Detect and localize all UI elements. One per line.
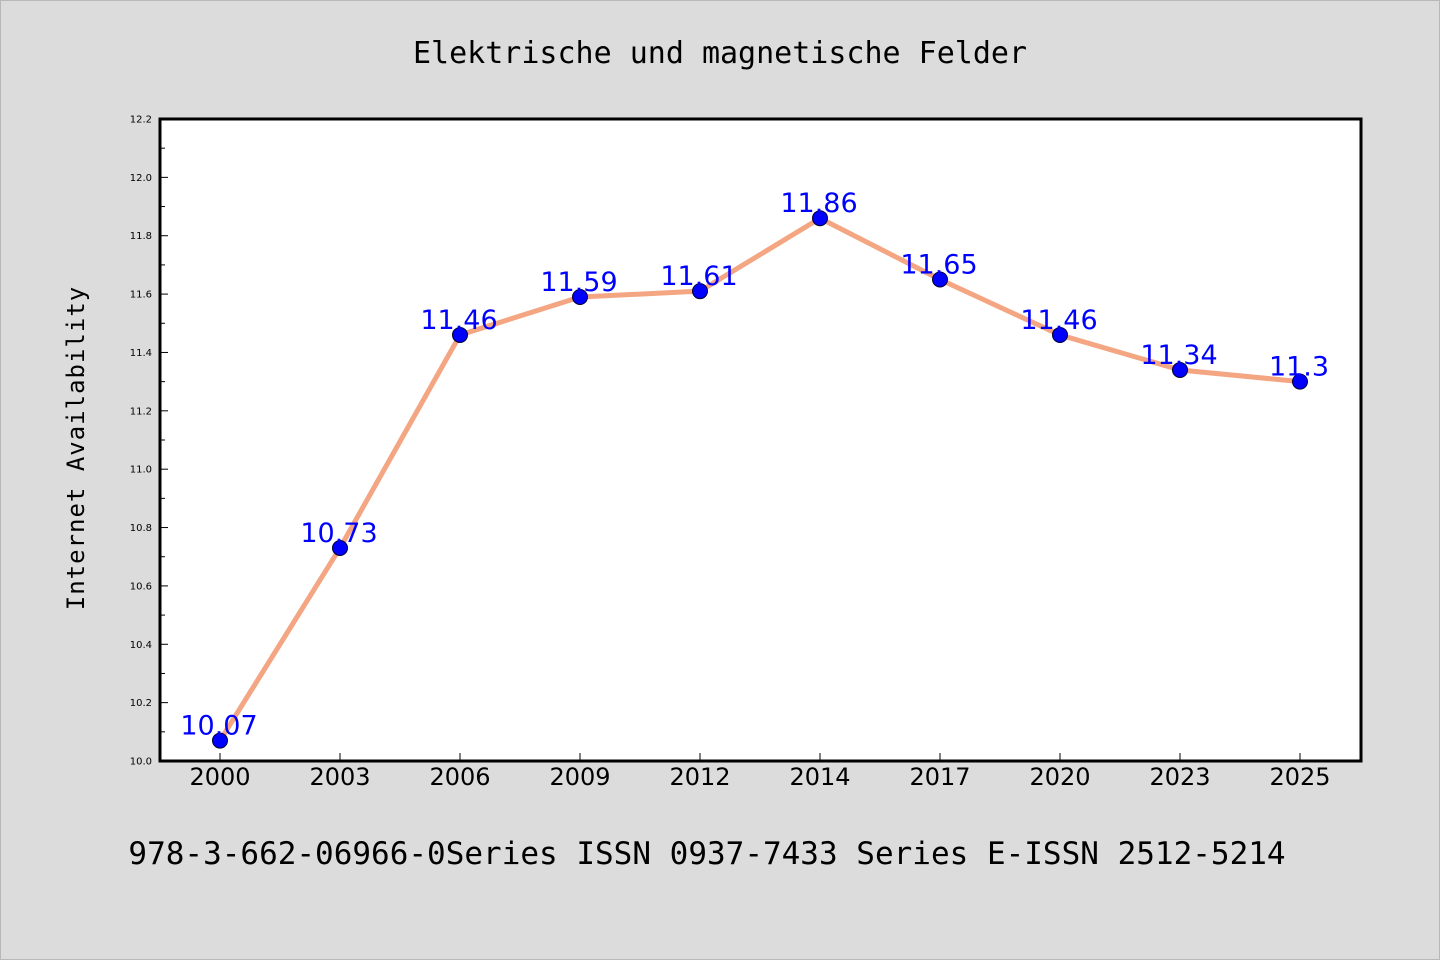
data-point-2003 [332,539,348,556]
y-tick-label: 10.0 [130,757,152,768]
x-tick-label: 2020 [1029,763,1090,791]
data-label-2020: 11.46 [1020,305,1097,336]
y-axis-label: Internet Availability [62,286,90,610]
x-tick-label: 2000 [189,763,250,791]
data-point-2023 [1172,361,1188,378]
y-axis-ticks: 10.0 10.2 10.4 10.6 10.8 11.0 11.2 11.4 11.6 11.8… [130,115,168,768]
data-point-2025 [1292,373,1308,390]
data-point-2020 [1052,326,1068,343]
y-tick-label: 10.6 [130,581,152,592]
y-tick-label: 11.4 [130,348,152,359]
x-tick-label: 2023 [1149,763,1210,791]
x-tick-label: 2003 [309,763,370,791]
y-tick-label: 11.0 [130,465,152,476]
data-label-2025: 11.3 [1269,352,1329,383]
data-point-2009 [572,289,588,306]
y-tick-label: 12.2 [130,115,152,126]
y-tick-label: 11.8 [130,231,152,242]
data-point-2006 [452,326,468,343]
x-tick-label: 2017 [909,763,970,791]
footer-isbn-issn: 978-3-662-06966-0Series ISSN 0937-7433 S… [128,836,1285,872]
x-axis-ticks: 2000 2003 2006 2009 2012 2014 2017 2020 2023 2025 [189,753,1331,791]
data-labels-group: 10.07 10.73 11.46 11.59 11.61 11.86 11.65 11.46… [180,188,1329,741]
plot-area [158,117,1363,763]
data-label-2012: 11.61 [660,261,737,292]
x-tick-label: 2006 [429,763,490,791]
data-point-2012 [692,283,708,300]
chart-title: Elektrische und magnetische Felder [413,36,1027,71]
y-tick-label: 10.4 [130,640,152,651]
y-tick-label: 11.6 [130,290,152,301]
x-tick-label: 2009 [549,763,610,791]
data-point-2000 [212,732,228,749]
y-tick-label: 11.2 [130,406,152,417]
data-label-2009: 11.59 [540,267,617,298]
data-point-2014 [812,210,828,227]
data-label-2014: 11.86 [780,188,857,219]
data-label-2000: 10.07 [180,711,257,742]
y-tick-label: 10.8 [130,523,152,534]
data-label-2003: 10.73 [300,518,377,549]
data-point-2017 [932,271,948,288]
x-tick-label: 2014 [789,763,850,791]
data-label-2017: 11.65 [900,250,977,281]
series-line-group [212,210,1308,749]
x-tick-label: 2012 [669,763,730,791]
data-label-2006: 11.46 [420,305,497,336]
y-tick-label: 12.0 [130,173,152,184]
series-line [217,215,1303,744]
data-label-2023: 11.34 [1140,340,1217,371]
x-tick-label: 2025 [1269,763,1330,791]
y-tick-label: 10.2 [130,698,152,709]
